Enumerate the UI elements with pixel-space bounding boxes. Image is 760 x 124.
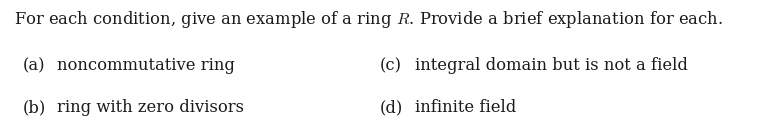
Text: (a): (a) <box>23 57 46 74</box>
Text: integral domain but is not a field: integral domain but is not a field <box>415 57 688 74</box>
Text: (b): (b) <box>23 99 46 116</box>
Text: noncommutative ring: noncommutative ring <box>57 57 235 74</box>
Text: (d): (d) <box>380 99 404 116</box>
Text: infinite field: infinite field <box>415 99 516 116</box>
Text: For each condition, give an example of a ring $R$. Provide a brief explanation f: For each condition, give an example of a… <box>14 9 723 30</box>
Text: ring with zero divisors: ring with zero divisors <box>57 99 244 116</box>
Text: (c): (c) <box>380 57 402 74</box>
